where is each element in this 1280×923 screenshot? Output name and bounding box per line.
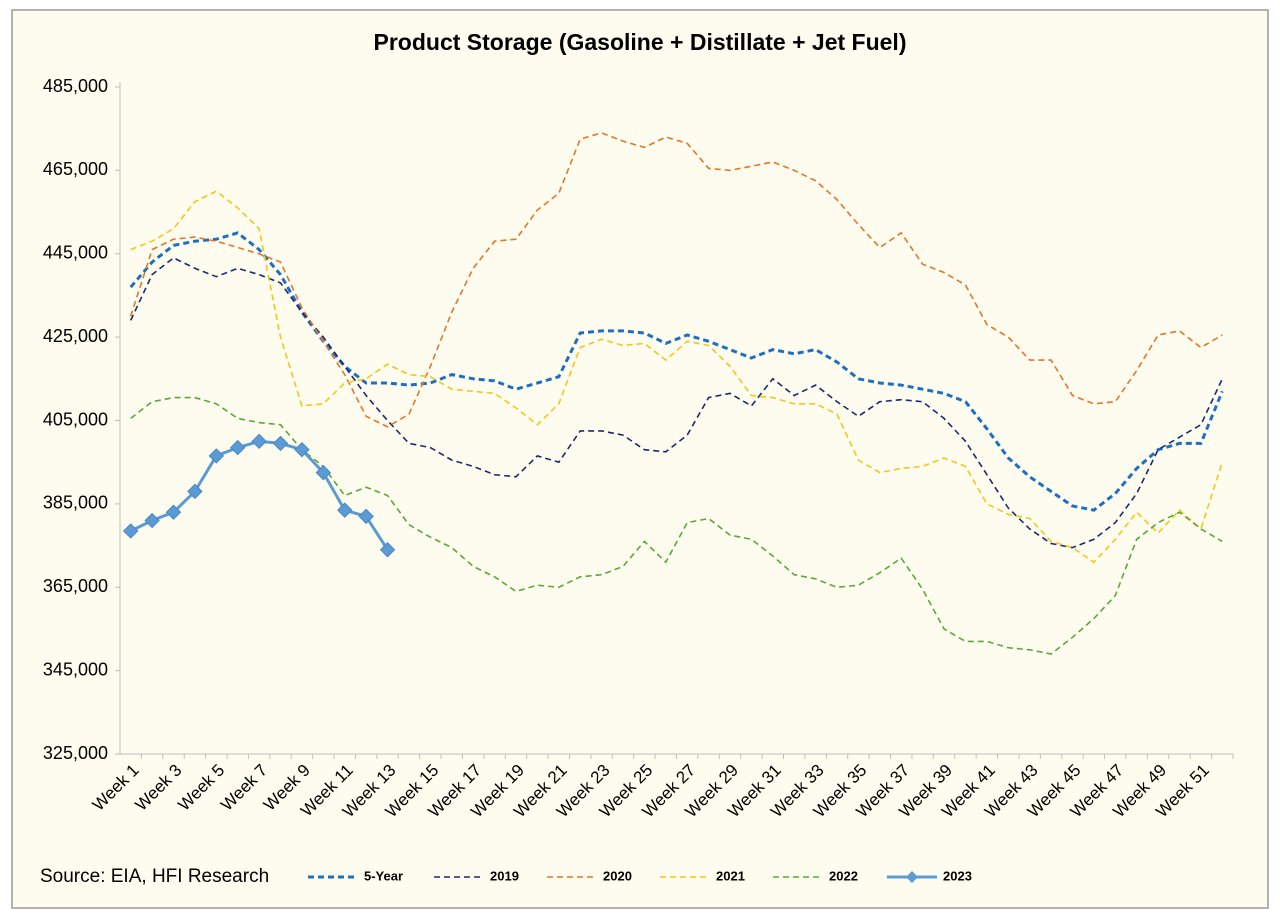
data-point: [144, 512, 160, 529]
data-point: [251, 433, 267, 450]
data-point: [165, 504, 182, 520]
legend-label: 2021: [716, 868, 745, 883]
data-point: [187, 483, 203, 500]
y-tick-label: 365,000: [43, 576, 108, 596]
data-point: [230, 439, 246, 456]
data-point: [272, 435, 289, 452]
data-point: [294, 441, 310, 458]
legend-label: 2020: [603, 868, 632, 883]
y-tick-label: 345,000: [43, 659, 108, 679]
y-tick-label: 425,000: [43, 326, 108, 346]
chart-frame: [11, 9, 1269, 909]
y-tick-label: 445,000: [43, 243, 108, 263]
series-line: [129, 231, 1224, 512]
data-point: [337, 502, 353, 518]
data-point: [379, 542, 396, 558]
legend-label: 2022: [829, 868, 858, 883]
y-tick-label: 405,000: [43, 409, 108, 429]
legend-label: 5-Year: [364, 868, 403, 883]
data-point: [208, 448, 225, 464]
y-tick-label: 385,000: [43, 493, 108, 513]
source-note: Source: EIA, HFI Research: [40, 866, 269, 887]
legend-label: 2019: [490, 868, 519, 883]
data-point: [122, 523, 139, 539]
chart-title: Product Storage (Gasoline + Distillate +…: [374, 29, 907, 55]
data-point: [315, 464, 332, 481]
data-point: [358, 508, 374, 525]
legend-label: 2023: [943, 868, 972, 883]
y-tick-label: 465,000: [43, 159, 108, 179]
y-tick-label: 325,000: [43, 743, 108, 763]
series-line: [129, 132, 1223, 428]
legend-marker: [906, 871, 918, 883]
series-line: [130, 396, 1223, 655]
y-tick-label: 485,000: [43, 76, 108, 96]
